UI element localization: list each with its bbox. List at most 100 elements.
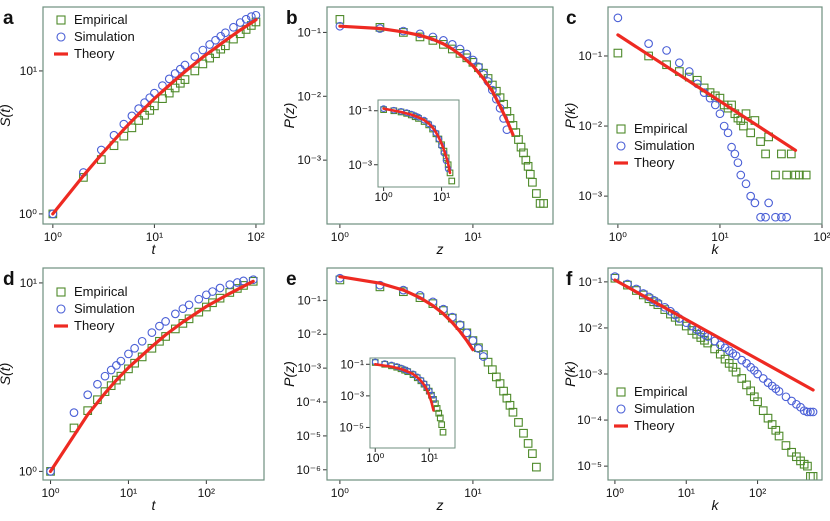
theory-line bbox=[338, 275, 475, 352]
simulation-point bbox=[83, 390, 93, 400]
plot-area bbox=[335, 15, 548, 208]
plot-area bbox=[371, 358, 447, 436]
theory-line bbox=[616, 33, 798, 152]
y-axis-label: S(t) bbox=[0, 363, 13, 386]
y-tick-label: 10⁻² bbox=[578, 321, 602, 335]
simulation-point bbox=[662, 46, 671, 55]
empirical-point bbox=[521, 155, 531, 165]
x-tick-label: 10¹ bbox=[711, 230, 728, 244]
plot-frame bbox=[607, 267, 823, 481]
empirical-point bbox=[508, 407, 518, 417]
inset-frame bbox=[369, 357, 456, 449]
empirical-point bbox=[488, 365, 497, 375]
empirical-point bbox=[532, 462, 541, 472]
simulation-point bbox=[753, 369, 762, 379]
simulation-point bbox=[613, 13, 623, 23]
simulation-point bbox=[232, 278, 242, 287]
simulation-point bbox=[130, 343, 139, 353]
empirical-point bbox=[211, 49, 220, 59]
empirical-point bbox=[519, 428, 528, 438]
x-tick-label: 10⁰ bbox=[366, 451, 384, 465]
x-axis-label: t bbox=[152, 241, 157, 257]
empirical-point bbox=[808, 472, 818, 480]
legend-label: Empirical bbox=[74, 284, 128, 299]
empirical-point bbox=[771, 170, 780, 180]
plot-frame bbox=[607, 6, 823, 225]
empirical-point bbox=[194, 307, 204, 317]
simulation-point bbox=[808, 407, 818, 417]
x-tick-label: 10¹ bbox=[464, 486, 481, 500]
empirical-point bbox=[170, 83, 180, 93]
empirical-point bbox=[435, 409, 443, 417]
simulation-point bbox=[180, 60, 190, 70]
x-axis-label: t bbox=[152, 497, 157, 513]
theory-line bbox=[51, 18, 258, 216]
simulation-point bbox=[674, 58, 684, 68]
panel-label: d bbox=[3, 269, 15, 290]
empirical-point bbox=[715, 349, 725, 359]
simulation-point bbox=[777, 212, 786, 222]
simulation-point bbox=[644, 39, 653, 48]
empirical-point bbox=[613, 48, 623, 58]
simulation-point bbox=[474, 344, 483, 353]
legend: Empirical Simulation Theory bbox=[614, 121, 695, 170]
simulation-point bbox=[758, 374, 768, 383]
plot-area bbox=[335, 273, 541, 472]
legend-label: Empirical bbox=[634, 384, 688, 399]
empirical-point bbox=[781, 441, 791, 450]
empirical-point bbox=[806, 472, 815, 480]
simulation-point bbox=[106, 365, 116, 375]
theory-line bbox=[338, 24, 515, 137]
simulation-point bbox=[684, 67, 694, 76]
y-tick-label: 10⁰ bbox=[19, 207, 37, 221]
empirical-point bbox=[753, 397, 762, 407]
legend-label: Simulation bbox=[634, 401, 695, 416]
simulation-point bbox=[727, 142, 736, 152]
simulation-point bbox=[723, 128, 733, 138]
empirical-point bbox=[731, 367, 741, 377]
empirical-point bbox=[782, 170, 791, 180]
empirical-point bbox=[514, 418, 523, 427]
empirical-point bbox=[756, 137, 765, 146]
simulation-point bbox=[248, 275, 258, 285]
legend-simulation-swatch bbox=[616, 141, 626, 151]
simulation-point bbox=[215, 283, 225, 293]
simulation-point bbox=[246, 12, 256, 21]
plot-frame bbox=[326, 267, 554, 481]
simulation-point bbox=[781, 392, 791, 402]
y-tick-label: 10⁻² bbox=[297, 327, 321, 341]
legend-label: Simulation bbox=[74, 301, 135, 316]
empirical-point bbox=[119, 131, 129, 141]
x-axis-label: k bbox=[712, 241, 720, 257]
plot-frame bbox=[326, 6, 554, 225]
empirical-point bbox=[205, 53, 215, 63]
simulation-point bbox=[112, 361, 121, 370]
legend-empirical-swatch bbox=[56, 287, 66, 297]
y-tick-label: 10⁻³ bbox=[348, 158, 372, 172]
empirical-point bbox=[739, 121, 748, 131]
simulation-point bbox=[746, 191, 756, 201]
empirical-point bbox=[761, 149, 770, 159]
simulation-point bbox=[190, 52, 200, 61]
inset: 10⁰ 10¹ 10⁻¹ 10⁻³ 10⁻⁵ bbox=[339, 357, 456, 465]
x-tick-label: 10⁰ bbox=[331, 230, 349, 244]
legend-label: Simulation bbox=[74, 29, 135, 44]
x-axis-label: k bbox=[712, 497, 720, 513]
panel-f: f 10⁰ 10¹ 10² 10⁻¹ 10⁻² 10⁻³ 10⁻⁴ 10⁻⁵ k P(k) Empir… bbox=[562, 267, 823, 513]
simulation-point bbox=[69, 408, 79, 417]
empirical-point bbox=[519, 148, 528, 158]
empirical-point bbox=[198, 59, 208, 69]
y-tick-label: 10⁻⁵ bbox=[339, 420, 364, 434]
empirical-point bbox=[777, 149, 786, 159]
empirical-point bbox=[787, 447, 796, 457]
legend-label: Empirical bbox=[74, 12, 128, 27]
simulation-point bbox=[750, 198, 760, 208]
x-tick-label: 10⁰ bbox=[44, 230, 62, 244]
empirical-point bbox=[505, 400, 515, 410]
empirical-point bbox=[801, 170, 811, 180]
y-tick-label: 10¹ bbox=[20, 64, 37, 78]
simulation-point bbox=[100, 371, 110, 381]
simulation-point bbox=[731, 351, 741, 361]
